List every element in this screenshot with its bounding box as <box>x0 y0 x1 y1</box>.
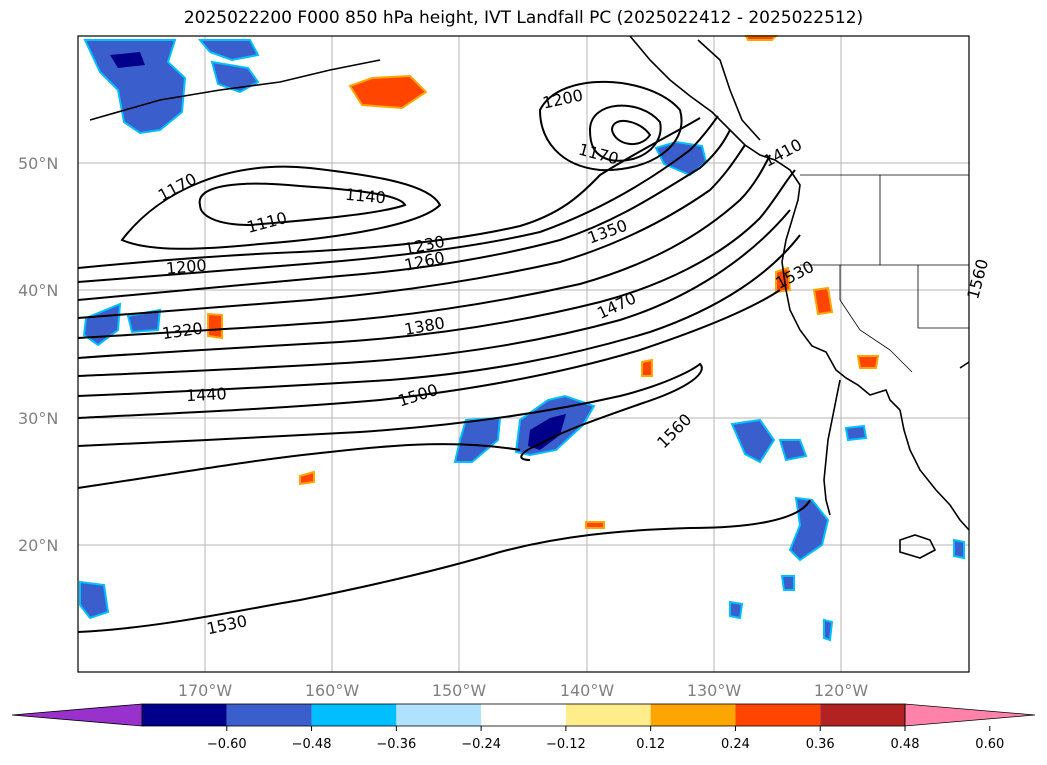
map-frame <box>77 35 970 673</box>
colorbar-segment <box>565 704 651 726</box>
lon-label: 120°W <box>814 681 869 700</box>
lon-labels: 170°W 160°W 150°W 140°W 130°W 120°W <box>178 681 869 700</box>
colorbar-segment <box>820 704 905 726</box>
colorbar-segment <box>226 704 312 726</box>
ivt-positive-patch <box>299 470 315 486</box>
ivt-negative-patch <box>730 418 776 464</box>
map-title: 2025022200 F000 850 hPa height, IVT Land… <box>183 8 864 28</box>
lon-label: 130°W <box>687 681 742 700</box>
colorbar-tick-label: 0.60 <box>975 737 1004 752</box>
colorbar-tick-label: −0.60 <box>207 737 247 752</box>
map-panel: 1110 1140 1170 1170 1200 1200 1230 1260 … <box>77 35 992 673</box>
colorbar-segment <box>481 704 566 726</box>
ivt-strong-negative-patch <box>110 52 145 68</box>
contour-label: 1140 <box>344 185 386 207</box>
lon-label: 170°W <box>178 681 233 700</box>
colorbar-tick-label: −0.24 <box>461 737 501 752</box>
lat-label: 40°N <box>18 281 58 300</box>
colorbar-segment <box>311 704 397 726</box>
colorbar-segment <box>142 704 227 726</box>
colorbar-extend-high <box>904 703 1036 727</box>
ivt-negative-patch <box>79 580 110 620</box>
height-contours <box>77 80 811 633</box>
ivt-negative-patch <box>778 439 808 462</box>
ivt-strong-negative-patch <box>528 414 566 450</box>
colorbar-tick-label: 0.24 <box>721 737 750 752</box>
colorbar-tick-label: 0.12 <box>636 737 665 752</box>
ivt-positive-patch <box>207 312 223 340</box>
colorbar-tick-label: −0.48 <box>292 737 332 752</box>
colorbar-frame <box>141 703 906 727</box>
ivt-negative-patch <box>780 575 795 591</box>
ivt-shading <box>79 35 965 642</box>
lat-label: 50°N <box>18 154 58 173</box>
ivt-positive-patch <box>856 355 880 369</box>
colorbar: −0.60 −0.48 −0.36 −0.24 −0.12 0.12 0.24 0.36 0.4… <box>11 703 1036 752</box>
ivt-negative-patch <box>197 39 260 62</box>
colorbar-segment <box>735 704 821 726</box>
ivt-negative-patch <box>83 39 187 135</box>
lat-label: 30°N <box>18 409 58 428</box>
ivt-negative-patch <box>953 538 965 560</box>
lon-label: 140°W <box>560 681 615 700</box>
ivt-positive-patch <box>585 521 605 529</box>
ivt-negative-patch <box>82 302 122 347</box>
colorbar-tick-label: −0.36 <box>376 737 416 752</box>
colorbar-segment <box>396 704 482 726</box>
coastlines <box>89 35 970 559</box>
ivt-negative-patch <box>844 424 868 442</box>
ivt-positive-patch <box>348 74 428 110</box>
lon-label: 160°W <box>305 681 360 700</box>
colorbar-tick-label: 0.48 <box>891 737 920 752</box>
lon-label: 150°W <box>432 681 487 700</box>
ivt-positive-patch <box>641 358 653 377</box>
ivt-negative-patch <box>210 60 260 94</box>
colorbar-tick-label: 0.36 <box>806 737 835 752</box>
lat-labels: 20°N 30°N 40°N 50°N <box>18 154 58 555</box>
ivt-negative-patch <box>729 600 744 620</box>
contour-label: 1440 <box>186 384 228 405</box>
colorbar-extend-low <box>11 703 143 727</box>
colorbar-segment <box>650 704 736 726</box>
contour-label: 1200 <box>165 256 207 278</box>
state-borders <box>800 174 969 373</box>
lat-label: 20°N <box>18 536 58 555</box>
colorbar-tick-label: −0.12 <box>546 737 586 752</box>
ivt-negative-patch <box>788 496 830 562</box>
ivt-positive-patch <box>812 286 834 316</box>
ivt-negative-patch <box>823 618 834 642</box>
ivt-positive-patch <box>775 266 792 294</box>
